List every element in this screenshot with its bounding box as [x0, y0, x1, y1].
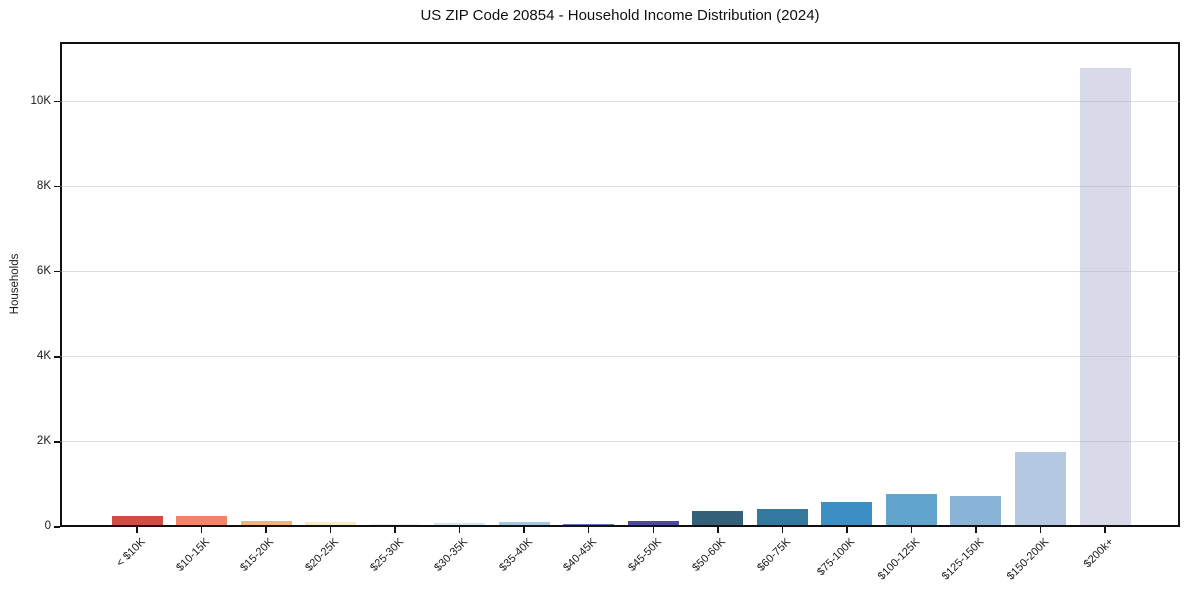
- x-tick-label: $35-40K: [496, 536, 535, 574]
- x-tick-mark: [458, 527, 461, 533]
- x-tick-label: $10-15K: [174, 536, 213, 574]
- bar-$45-50K: [627, 520, 679, 527]
- x-tick-mark: [394, 527, 396, 533]
- x-tick-mark: [910, 527, 913, 533]
- y-tick-mark: [54, 185, 60, 188]
- gridline-8000: [60, 185, 1180, 187]
- bar-< $10K: [111, 515, 163, 527]
- gridline-4000: [60, 355, 1180, 357]
- plot-area: [60, 42, 1180, 527]
- x-tick-mark: [1104, 527, 1106, 533]
- plot-spine-top: [60, 42, 1180, 44]
- bar-$75-100K: [821, 501, 873, 527]
- y-tick-label: 2K: [36, 434, 51, 447]
- chart-title: US ZIP Code 20854 - Household Income Dis…: [420, 7, 820, 24]
- bar-$20-25K: [305, 522, 357, 527]
- x-tick-label: $200k+: [1081, 536, 1116, 571]
- bar-$60-75K: [756, 508, 808, 527]
- bar-$15-20K: [240, 521, 292, 527]
- x-tick-mark: [781, 527, 784, 533]
- gridline-6000: [60, 270, 1180, 272]
- gridline-2000: [60, 440, 1180, 442]
- x-tick-mark: [265, 527, 267, 533]
- bar-$125-150K: [950, 495, 1002, 527]
- x-tick-mark: [587, 527, 590, 533]
- x-tick-label: < $10K: [114, 536, 148, 570]
- x-tick-label: $60-75K: [754, 536, 793, 574]
- x-tick-mark: [717, 527, 719, 533]
- bar-$50-60K: [692, 511, 744, 527]
- bar-$150-200K: [1014, 451, 1066, 527]
- x-tick-mark: [329, 527, 332, 533]
- plot-spine-right: [1178, 42, 1180, 527]
- x-tick-label: $15-20K: [238, 536, 277, 574]
- bar-$100-125K: [885, 494, 937, 527]
- y-tick-label: 10K: [30, 94, 51, 107]
- x-tick-label: $45-50K: [625, 536, 664, 574]
- x-tick-mark: [136, 527, 138, 533]
- bar-$10-15K: [176, 516, 228, 527]
- x-tick-mark: [200, 527, 203, 533]
- x-tick-label: $25-30K: [367, 536, 406, 574]
- y-tick-label: 0: [44, 520, 51, 532]
- y-tick-mark: [54, 356, 60, 358]
- x-tick-label: $150-200K: [1004, 536, 1051, 583]
- bar-$35-40K: [498, 521, 550, 527]
- x-tick-label: $50-60K: [690, 536, 729, 574]
- x-tick-label: $125-150K: [939, 536, 987, 583]
- y-tick-label: 8K: [36, 179, 51, 192]
- x-tick-mark: [523, 527, 525, 533]
- x-tick-label: $30-35K: [432, 536, 471, 574]
- x-tick-mark: [846, 527, 848, 533]
- x-tick-label: $40-45K: [561, 536, 600, 574]
- y-tick-mark: [54, 270, 60, 273]
- y-tick-label: 4K: [36, 349, 51, 362]
- x-tick-mark: [975, 527, 977, 533]
- x-tick-mark: [652, 527, 655, 533]
- y-tick-label: 6K: [36, 264, 51, 277]
- y-tick-mark: [54, 526, 60, 528]
- bar-$200k+: [1079, 67, 1131, 527]
- x-tick-label: $20-25K: [303, 536, 342, 574]
- y-tick-mark: [54, 441, 60, 443]
- gridline-10000: [60, 100, 1180, 102]
- y-tick-mark: [54, 100, 60, 103]
- y-axis-label: Households: [9, 253, 21, 315]
- x-axis-line: [60, 525, 1180, 527]
- x-tick-label: $75-100K: [815, 536, 858, 579]
- x-tick-mark: [1039, 527, 1042, 533]
- plot-spine-left: [60, 42, 62, 527]
- x-tick-label: $100-125K: [875, 536, 922, 583]
